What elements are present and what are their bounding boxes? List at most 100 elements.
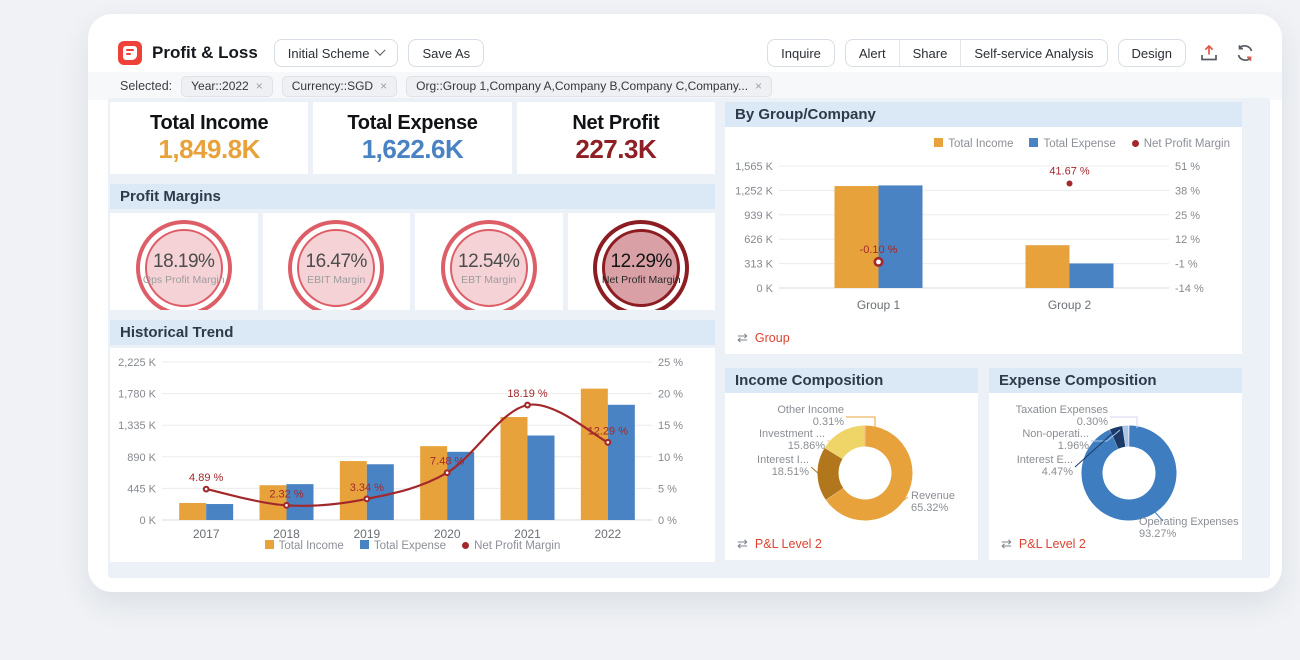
save-as-button[interactable]: Save As [408,39,485,67]
refresh-icon[interactable] [1232,40,1258,66]
gauge-ebt-margin[interactable]: 12.54% EBT Margin [415,213,563,310]
group-yleft-tick: 313 K [744,259,773,271]
drill-icon: ⇄ [1001,536,1012,551]
trend-x-label: 2022 [594,527,621,538]
selected-filters-row: Selected: Year::2022 × Currency::SGD × O… [88,72,1282,100]
bar-total-income[interactable] [1025,245,1070,288]
margin-data-label: 4.89 % [189,472,223,484]
donut-label: Taxation Expenses [1016,404,1109,416]
design-button[interactable]: Design [1117,39,1186,67]
by-group-company-header: By Group/Company [725,102,1242,127]
group-yright-tick: 12 % [1175,234,1200,246]
legend-swatch-expense [1029,138,1039,147]
profit-margins-header: Profit Margins [110,184,715,209]
trend-yleft-tick: 1,780 K [118,389,157,401]
bar-total-expense[interactable] [1069,263,1114,288]
group-yright-tick: -14 % [1175,283,1204,295]
close-icon[interactable]: × [380,79,388,93]
bar-total-expense[interactable] [607,404,635,520]
dashboard-window: Profit & Loss Initial Scheme Save As Inq… [88,14,1282,592]
bar-total-expense[interactable] [366,464,394,520]
gauge-value: 12.29% [610,250,673,272]
legend-dot-margin [462,542,470,549]
export-icon[interactable] [1196,40,1222,66]
drill-icon: ⇄ [737,330,748,345]
share-button[interactable]: Share [898,40,961,66]
close-icon[interactable]: × [255,79,263,93]
margin-point[interactable] [1066,180,1073,187]
alert-button[interactable]: Alert [846,40,899,66]
filter-chip-currency[interactable]: Currency::SGD × [281,75,398,97]
income-drill-link[interactable]: P&L Level 2 [754,537,822,551]
legend-label: Total Expense [1043,138,1116,150]
trend-yleft-tick: 890 K [127,452,156,464]
trend-yright-tick: 25 % [658,357,683,369]
by-group-company-chart[interactable]: 0 K -14 % 313 K -1 % 626 K 12 % 939 K 25 % 1,252… [725,160,1242,320]
bar-total-expense[interactable] [527,435,555,520]
gauge-label: Ops Profit Margin [142,273,225,286]
bar-total-income[interactable] [834,186,879,288]
group-yleft-tick: 626 K [744,234,773,246]
donut-slice-investment-[interactable] [824,425,866,460]
bar-total-income[interactable] [580,388,608,520]
donut-label: 65.32% [911,502,949,514]
margin-data-label: 3.34 % [350,482,384,494]
group-yright-tick: 38 % [1175,185,1200,197]
expense-drill-link[interactable]: P&L Level 2 [1018,537,1086,551]
page-title: Profit & Loss [152,43,258,62]
inquire-button[interactable]: Inquire [767,39,835,67]
bar-total-expense[interactable] [206,504,234,520]
gauge-value: 16.47% [305,250,368,272]
trend-yright-tick: 10 % [658,452,683,464]
group-drill-link[interactable]: Group [754,331,790,345]
donut-slice-operating-expenses[interactable] [1081,425,1177,521]
kpi-total-income: Total Income 1,849.8K [110,102,309,174]
legend-label: Total Income [948,138,1014,150]
bar-total-expense[interactable] [878,185,923,288]
bar-total-income[interactable] [179,502,207,520]
expense-composition-chart[interactable]: Taxation Expenses0.30%Non-operati...1.96… [989,397,1242,549]
historical-trend-chart[interactable]: 0 K 0 % 445 K 5 % 890 K 10 % 1,335 K 15 % 1,780 … [110,352,715,538]
donut-slice-revenue[interactable] [826,425,913,521]
group-yleft-tick: 1,565 K [735,161,774,173]
group-legend: Total Income Total Expense Net Profit Ma… [934,138,1230,150]
income-composition-header: Income Composition [725,368,978,393]
by-group-company-panel: By Group/Company Total Income Total Expe… [725,102,1242,354]
donut-label: 93.27% [1139,528,1177,540]
gauge-row: 18.19% Ops Profit Margin 16.47% EBIT Mar… [110,213,715,310]
legend-label: Net Profit Margin [474,540,561,552]
group-drill-footer: ⇄ Group [737,330,790,346]
gauge-value: 12.54% [458,250,520,272]
gauge-ops-profit-margin[interactable]: 18.19% Ops Profit Margin [110,213,258,310]
donut-slice-interest-e-[interactable] [1109,425,1126,449]
margin-data-label: 2.32 % [269,488,303,500]
bar-total-income[interactable] [339,461,367,520]
scheme-dropdown[interactable]: Initial Scheme [273,39,399,67]
trend-yleft-tick: 0 K [139,515,156,527]
trend-x-label: 2018 [273,527,300,538]
gauge-ebit-margin[interactable]: 16.47% EBIT Margin [262,213,410,310]
donut-label: 1.96% [1058,440,1089,452]
trend-yleft-tick: 1,335 K [118,420,157,432]
net-profit-margin-line[interactable] [205,403,609,507]
donut-label: Other Income [777,404,844,416]
bar-total-income[interactable] [500,417,528,520]
close-icon[interactable]: × [755,79,763,93]
donut-slice-interest-i-[interactable] [817,447,844,500]
donut-label: Revenue [911,490,955,502]
trend-x-label: 2020 [434,527,461,538]
bar-total-expense[interactable] [286,484,314,520]
donut-label: 18.51% [772,466,810,478]
scheme-dropdown-label: Initial Scheme [287,45,370,61]
trend-yright-tick: 5 % [658,483,677,495]
legend-label: Total Expense [373,540,447,552]
filter-chip-year[interactable]: Year::2022 × [181,75,273,97]
line-point-center [365,497,369,501]
self-service-analysis-button[interactable]: Self-service Analysis [960,40,1106,66]
gauge-net-profit-margin[interactable]: 12.29% Net Profit Margin [567,213,715,310]
group-yleft-tick: 0 K [756,283,773,295]
donut-label: 4.47% [1042,466,1073,478]
margin-data-label: -0.10 % [860,244,898,256]
filter-chip-org[interactable]: Org::Group 1,Company A,Company B,Company… [406,75,773,97]
